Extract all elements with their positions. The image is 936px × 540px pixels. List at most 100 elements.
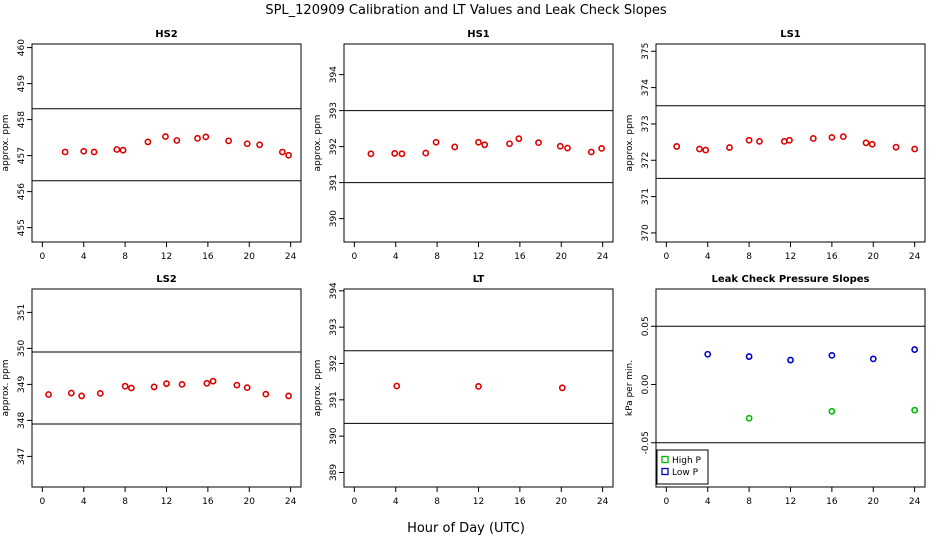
x-tick-label: 16	[826, 497, 838, 507]
x-tick-label: 16	[202, 252, 214, 262]
y-tick-label: 457	[17, 147, 27, 164]
x-tick-label: 4	[81, 497, 87, 507]
y-tick-label: 460	[17, 39, 27, 56]
data-point	[869, 355, 877, 363]
data-point	[828, 407, 836, 415]
x-tick-label: 20	[868, 252, 880, 262]
data-point	[862, 139, 870, 147]
y-tick-label: 458	[17, 111, 27, 128]
legend-label: Low P	[672, 468, 699, 478]
data-point	[144, 138, 152, 146]
x-tick-label: 24	[909, 497, 921, 507]
data-point	[868, 140, 876, 148]
x-tick-label: 24	[909, 252, 921, 262]
data-point	[726, 144, 733, 151]
legend: High P Low P	[656, 449, 709, 485]
data-point	[203, 379, 211, 387]
x-tick-label: 12	[785, 252, 796, 262]
y-axis-label: approx. ppm	[625, 115, 635, 172]
data-point	[393, 382, 401, 390]
data-point	[780, 137, 788, 145]
y-tick-label: 394	[329, 282, 339, 299]
data-point	[828, 133, 836, 141]
y-tick-label: 391	[329, 391, 339, 408]
data-point	[367, 150, 375, 158]
data-point	[704, 350, 712, 358]
data-point	[422, 149, 430, 157]
y-tick-label: 348	[17, 412, 27, 429]
y-tick-label: 390	[329, 427, 339, 444]
data-point	[535, 139, 542, 147]
data-point	[225, 137, 232, 145]
x-tick-label: 20	[244, 252, 256, 262]
y-tick-label: 392	[329, 138, 339, 155]
data-point	[786, 136, 793, 144]
data-point	[278, 148, 286, 156]
data-point	[256, 141, 264, 149]
x-tick-label: 0	[663, 252, 669, 262]
x-tick-label: 8	[434, 497, 440, 507]
y-tick-label: 351	[17, 304, 27, 321]
data-point	[162, 133, 169, 140]
panel-title: LT	[473, 274, 485, 285]
data-point	[119, 146, 127, 154]
data-point	[398, 150, 406, 158]
x-tick-label: 8	[122, 252, 128, 262]
data-point	[696, 145, 703, 153]
data-point	[475, 138, 482, 146]
y-axis-label: approx. ppm	[1, 115, 11, 172]
x-tick-label: 12	[785, 497, 796, 507]
chart-panels: HS2 approx. ppm 0 4 8 12 16 20 24 455 456 457 458 459…	[1, 29, 926, 507]
y-tick-label: 349	[17, 376, 27, 393]
y-tick-label: 0.05	[641, 316, 651, 336]
figure-xlabel: Hour of Day (UTC)	[407, 521, 525, 536]
y-tick-label: 392	[329, 355, 339, 372]
data-point	[745, 136, 753, 144]
panel-title: HS2	[155, 29, 178, 40]
data-point	[702, 146, 710, 154]
data-point	[556, 142, 564, 150]
data-point	[173, 137, 181, 144]
x-tick-label: 0	[351, 497, 357, 507]
data-point	[587, 148, 595, 156]
data-point	[673, 143, 681, 150]
data-point	[194, 134, 201, 142]
data-point	[506, 140, 513, 148]
plot-frame	[343, 43, 614, 243]
panel-3: LS1 approx. ppm 0 4 8 12 16 20 24 370 371 372 373 374…	[625, 29, 926, 262]
plot-frame	[31, 288, 302, 488]
data-point	[745, 353, 753, 360]
x-tick-label: 0	[39, 252, 45, 262]
x-tick-label: 4	[81, 252, 87, 262]
data-point	[285, 392, 292, 400]
data-point	[787, 356, 794, 364]
y-tick-label: 0.00	[641, 374, 651, 394]
x-tick-label: 4	[393, 252, 399, 262]
y-tick-label: 393	[329, 102, 339, 119]
data-point	[61, 148, 69, 156]
data-point	[475, 382, 482, 390]
y-tick-label: 389	[329, 464, 339, 481]
y-axis-label: approx. ppm	[313, 360, 323, 417]
y-axis-label: approx. ppm	[1, 360, 11, 417]
legend-label: High P	[672, 456, 702, 466]
data-point	[90, 148, 98, 156]
x-tick-label: 8	[122, 497, 128, 507]
data-point	[209, 377, 217, 385]
y-tick-label: -0.05	[641, 431, 651, 454]
data-point	[96, 389, 104, 397]
data-point	[202, 133, 210, 141]
x-tick-label: 16	[826, 252, 838, 262]
panel-6: Leak Check Pressure Slopes kPa per min. 0 4…	[625, 274, 926, 507]
y-tick-label: 393	[329, 319, 339, 336]
x-tick-label: 8	[746, 252, 752, 262]
x-tick-label: 4	[705, 497, 711, 507]
data-point	[285, 151, 292, 159]
figure-title: SPL_120909 Calibration and LT Values and…	[265, 3, 667, 18]
data-point	[745, 414, 753, 422]
y-tick-label: 370	[641, 224, 651, 241]
data-point	[45, 391, 52, 398]
data-point	[163, 380, 170, 388]
x-tick-label: 24	[285, 252, 297, 262]
x-tick-label: 20	[868, 497, 880, 507]
